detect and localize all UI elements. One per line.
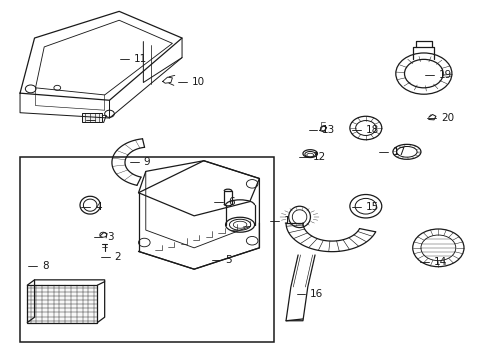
Text: 17: 17	[392, 147, 405, 157]
Text: 8: 8	[42, 261, 48, 271]
Text: 5: 5	[225, 255, 232, 265]
Text: 6: 6	[227, 197, 234, 207]
Bar	[27, 285, 97, 322]
Text: 12: 12	[312, 152, 325, 162]
Text: 14: 14	[433, 257, 446, 267]
Text: 9: 9	[143, 157, 150, 167]
Text: 19: 19	[438, 70, 451, 80]
Text: 16: 16	[310, 289, 323, 299]
Text: 11: 11	[134, 54, 147, 64]
Text: 18: 18	[365, 126, 378, 136]
Text: 15: 15	[365, 202, 378, 212]
Text: 10: 10	[191, 77, 204, 87]
Text: 2: 2	[114, 252, 121, 262]
Bar	[82, 113, 102, 122]
Text: 3: 3	[107, 232, 113, 242]
Text: 7: 7	[100, 115, 106, 125]
Text: 13: 13	[322, 126, 335, 136]
Text: 20: 20	[440, 113, 453, 123]
Text: 1: 1	[283, 216, 289, 226]
Bar	[20, 157, 273, 342]
Text: 4: 4	[95, 202, 102, 212]
